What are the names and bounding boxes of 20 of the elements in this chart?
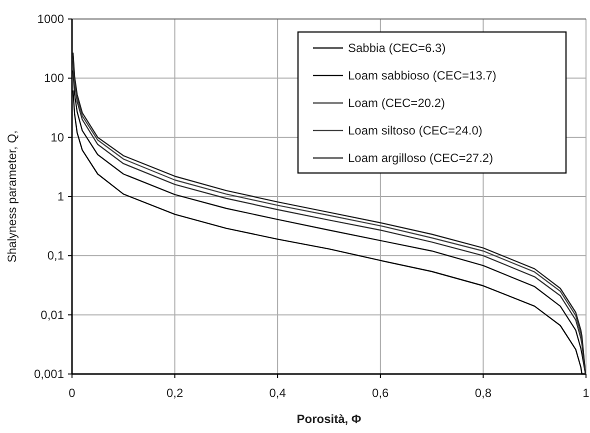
x-tick-label: 0,4 bbox=[269, 386, 286, 400]
y-tick-label: 0,1 bbox=[47, 248, 64, 263]
legend-label: Loam (CEC=20.2) bbox=[348, 96, 446, 110]
legend-label: Loam siltoso (CEC=24.0) bbox=[348, 124, 482, 138]
y-tick-label: 0,001 bbox=[34, 367, 64, 381]
x-tick-label: 0,8 bbox=[474, 386, 492, 400]
x-tick-label: 1 bbox=[582, 386, 590, 400]
y-tick-label: 1 bbox=[57, 190, 64, 204]
y-tick-label: 0,01 bbox=[40, 308, 64, 322]
x-tick-label: 0 bbox=[68, 386, 76, 400]
y-tick-label: 10 bbox=[50, 130, 64, 144]
legend-label: Loam argilloso (CEC=27.2) bbox=[348, 151, 494, 165]
x-axis-title: Porosità, Φ bbox=[296, 412, 362, 426]
y-axis-title: Shalyness parameter, Q, bbox=[5, 130, 19, 263]
y-tick-label: 100 bbox=[44, 71, 64, 86]
legend-label: Sabbia (CEC=6.3) bbox=[348, 41, 446, 55]
x-tick-label: 0,2 bbox=[166, 386, 184, 400]
y-tick-label: 1000 bbox=[37, 12, 64, 26]
x-tick-label: 0,6 bbox=[372, 386, 390, 400]
legend-label: Loam sabbioso (CEC=13.7) bbox=[348, 68, 496, 82]
